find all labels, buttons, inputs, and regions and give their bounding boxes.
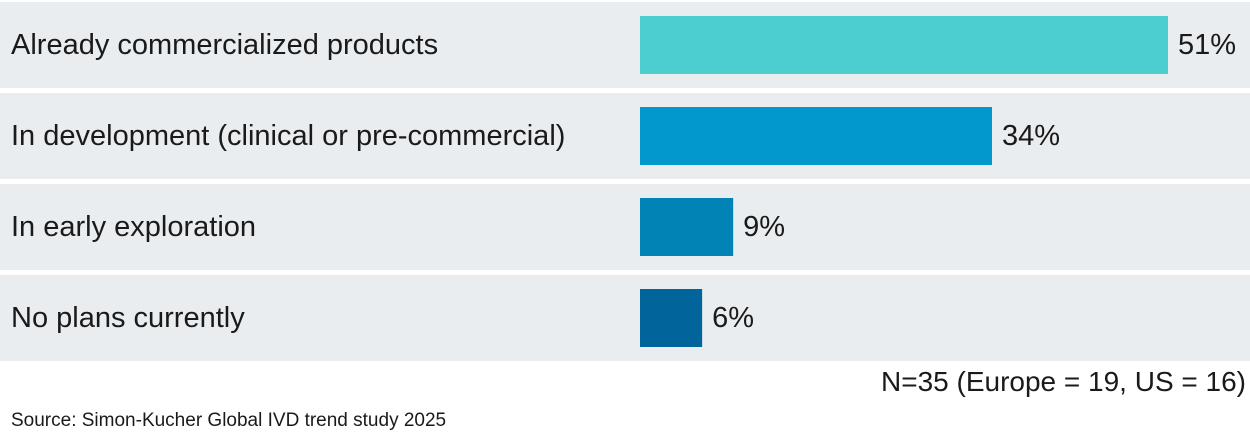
category-label-4: No plans currently [11,302,245,334]
category-label-3: In early exploration [11,211,256,243]
labels: Already commercialized products 51% In dev… [11,29,1236,334]
row-3-background [0,184,1250,270]
bar-2 [640,107,992,165]
row-2-background [0,93,1250,179]
source-note: Source: Simon-Kucher Global IVD trend st… [11,410,447,431]
value-label-3: 9% [743,211,785,243]
category-label-2: In development (clinical or pre-commerci… [11,120,565,152]
row-4-background [0,275,1250,361]
bars [640,16,1168,347]
sample-size-note: N=35 (Europe = 19, US = 16) [881,366,1246,397]
value-label-2: 34% [1002,120,1060,152]
bar-3 [640,198,734,256]
category-label-1: Already commercialized products [11,29,438,61]
value-label-4: 6% [712,302,754,334]
value-label-1: 51% [1178,29,1236,61]
bar-1 [640,16,1168,74]
bar-4 [640,289,703,347]
